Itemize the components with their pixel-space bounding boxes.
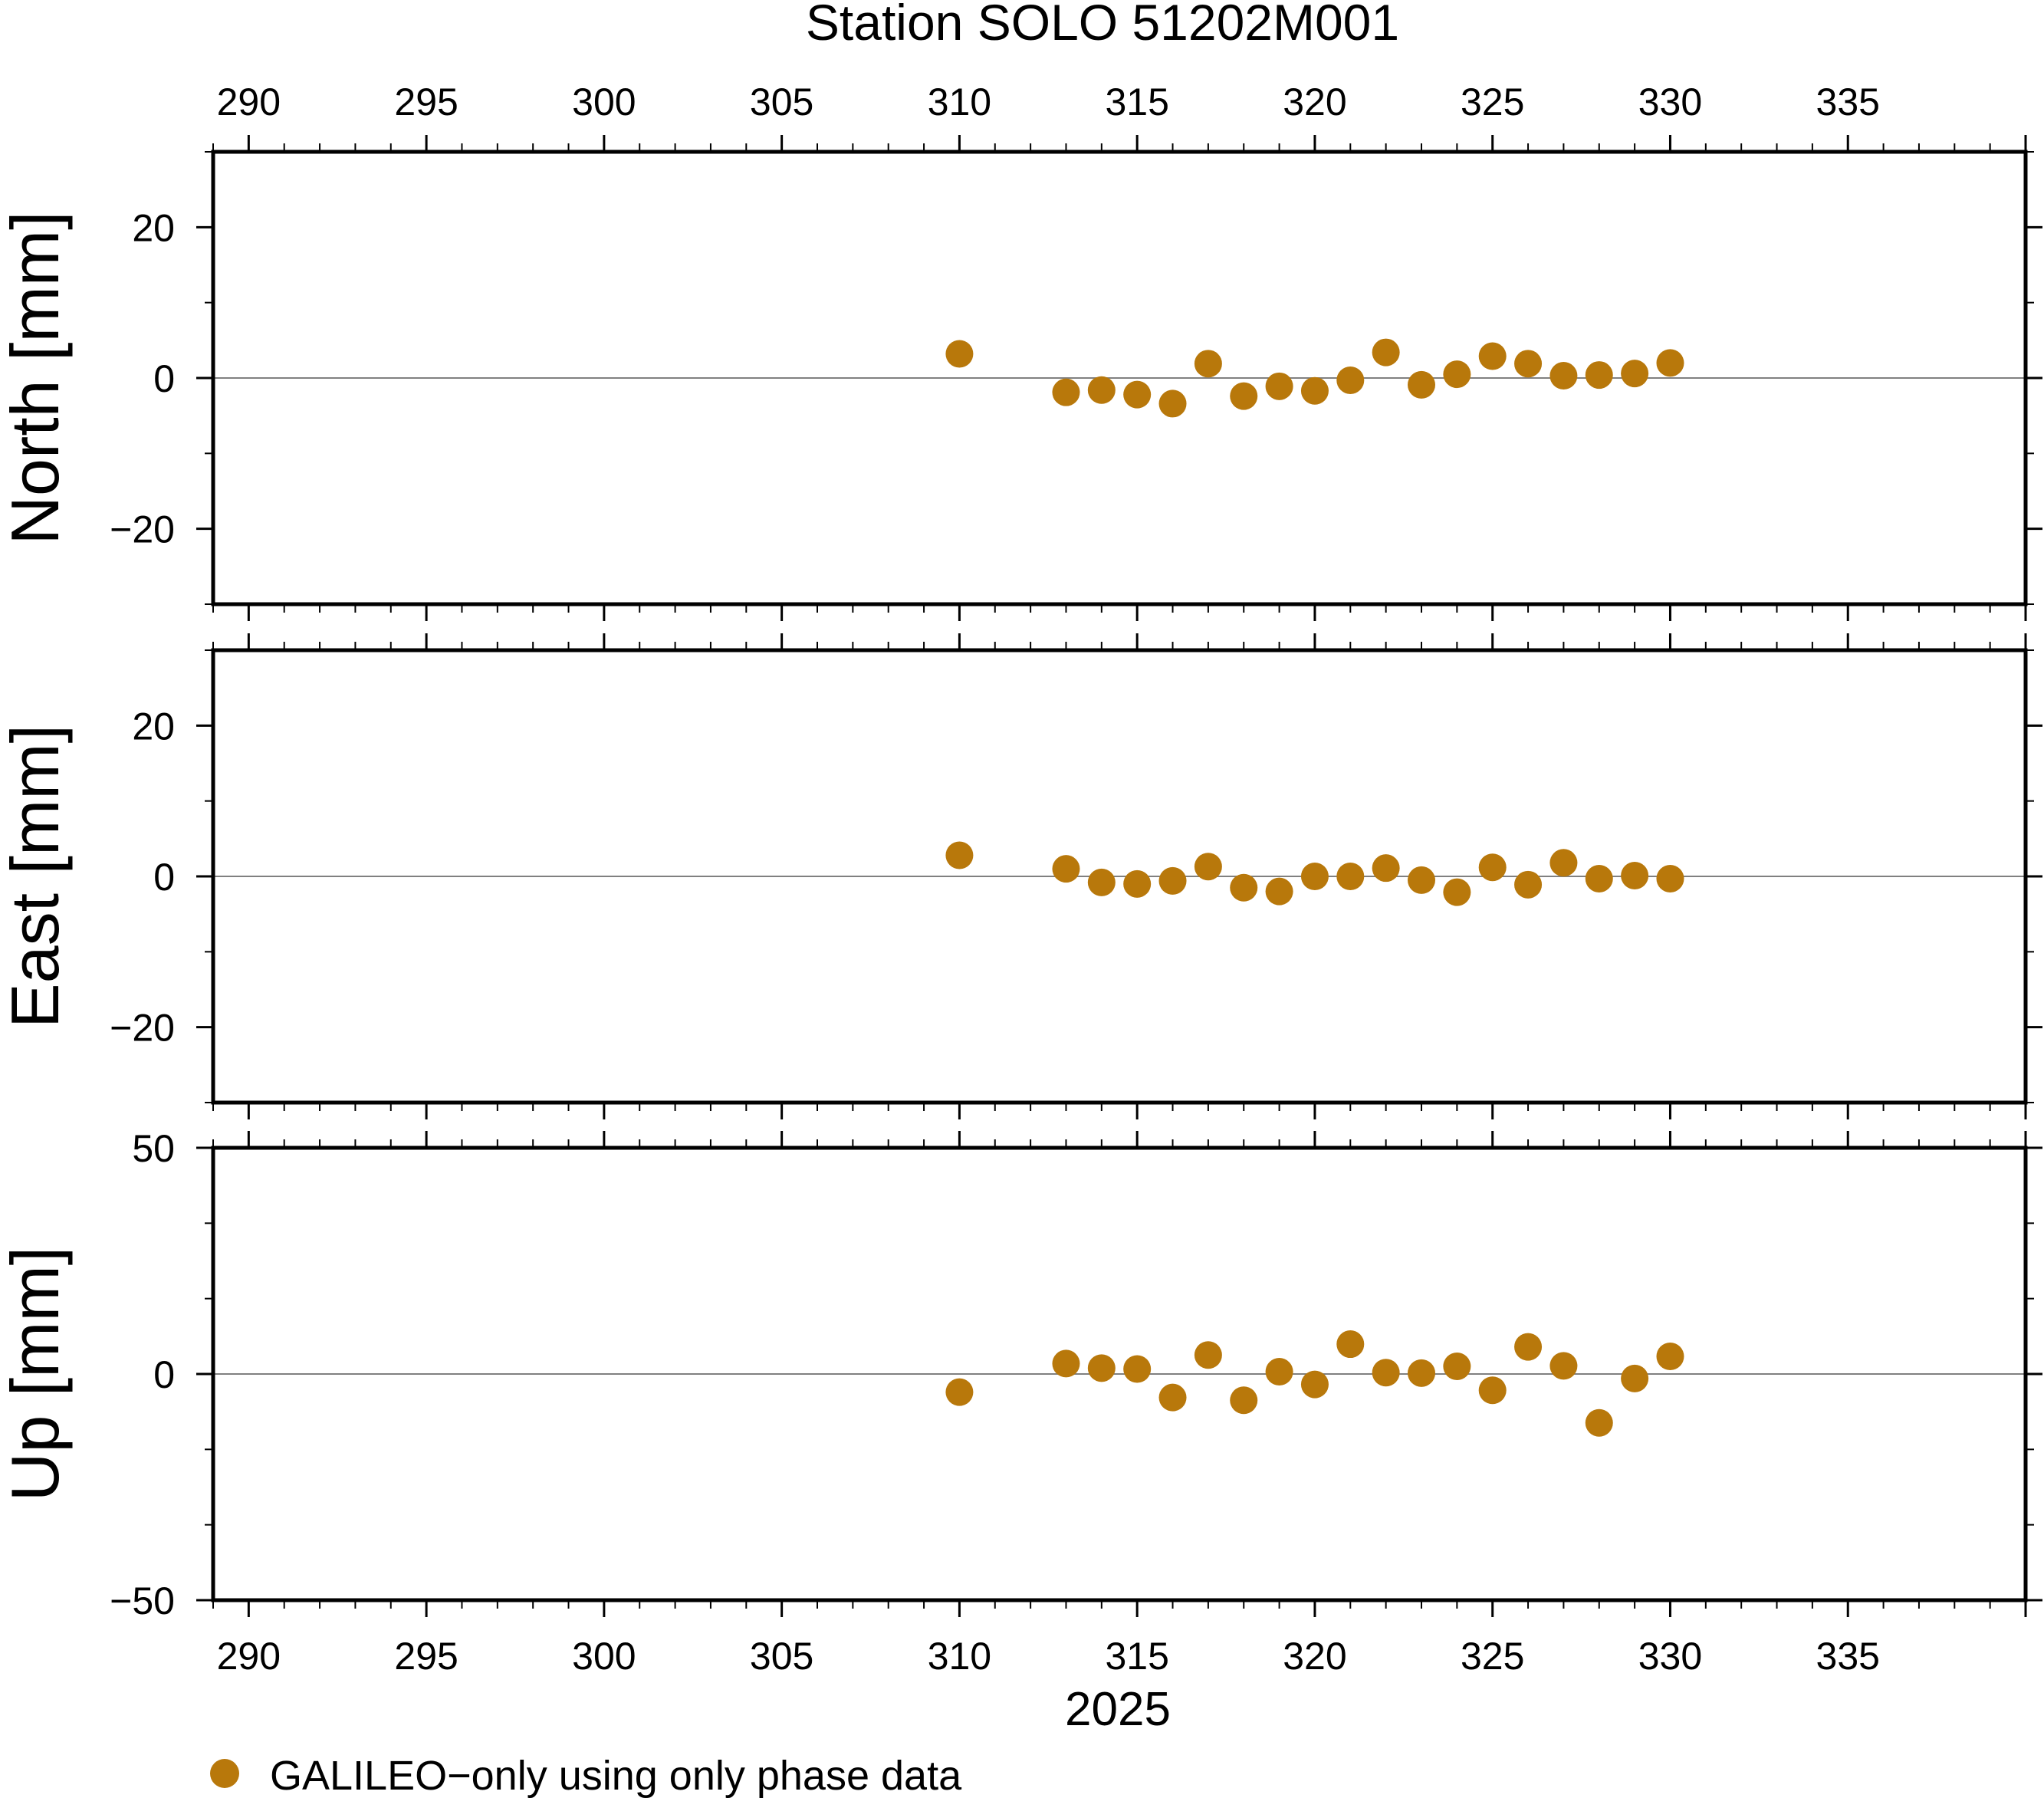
data-point [1621, 1364, 1649, 1392]
legend-label: GALILEO−only using only phase data [270, 1753, 962, 1798]
data-point [1621, 360, 1649, 388]
y-tick-label: 0 [153, 856, 175, 899]
x-tick-label-bottom: 305 [750, 1635, 813, 1678]
data-point [1123, 869, 1152, 898]
y-tick-label: 0 [153, 357, 175, 400]
x-tick-label-bottom: 310 [928, 1635, 991, 1678]
data-point [945, 340, 974, 368]
data-point [1230, 382, 1258, 410]
data-point [1158, 390, 1187, 418]
y-axis-label: Up [mm] [0, 1247, 73, 1501]
data-point [1336, 366, 1365, 394]
x-tick-label-top: 305 [750, 81, 813, 123]
x-tick-label-bottom: 330 [1638, 1635, 1702, 1678]
data-point [1194, 1341, 1222, 1369]
x-tick-label-top: 320 [1283, 81, 1346, 123]
data-point [1372, 854, 1400, 883]
data-point [1158, 866, 1187, 895]
data-point [1478, 1376, 1507, 1405]
plot-area: 290 295 300 305 310 315 320 325 330 335 290 295 300 3… [0, 81, 2042, 1678]
data-point [1408, 866, 1435, 894]
x-tick-label-top: 290 [217, 81, 281, 123]
x-tick-label-top: 310 [928, 81, 991, 123]
data-point [1549, 362, 1578, 390]
data-point [1549, 849, 1578, 877]
data-point [1265, 877, 1293, 906]
panel-frame [211, 150, 2028, 606]
data-point [1123, 380, 1152, 409]
y-tick-label: 0 [153, 1353, 175, 1396]
y-tick-label: −20 [110, 508, 175, 551]
x-tick-label-top: 315 [1105, 81, 1168, 123]
data-point [1372, 1359, 1400, 1387]
data-point [1300, 376, 1329, 405]
data-point [1514, 870, 1543, 899]
data-point [1087, 868, 1116, 896]
data-point [1408, 370, 1435, 399]
legend: GALILEO−only using only phase data [210, 1753, 962, 1798]
data-point [1265, 372, 1293, 400]
panel-frame [211, 1146, 2028, 1602]
x-tick-label-bottom: 295 [394, 1635, 458, 1678]
data-point [945, 1378, 974, 1406]
x-tick-label-bottom: 315 [1105, 1635, 1168, 1678]
data-point [1656, 864, 1684, 892]
y-axis-label: North [mm] [0, 211, 73, 544]
data-point [1514, 350, 1543, 378]
data-point [1265, 1358, 1293, 1386]
data-point [1300, 863, 1329, 890]
data-point [1052, 855, 1080, 883]
data-point [1336, 863, 1365, 890]
y-tick-label: −50 [110, 1579, 175, 1622]
data-point [1336, 1330, 1365, 1359]
data-point [1443, 878, 1471, 906]
data-point [1585, 361, 1613, 390]
x-tick-label-bottom: 300 [572, 1635, 636, 1678]
x-tick-label-top: 300 [572, 81, 636, 123]
data-point [1052, 378, 1080, 406]
legend-marker [210, 1759, 239, 1788]
data-point [1087, 376, 1116, 404]
y-axis-label: East [mm] [0, 725, 73, 1028]
data-point [1230, 1386, 1258, 1415]
data-point [1408, 1359, 1435, 1387]
data-point [1585, 864, 1613, 892]
data-point [1478, 342, 1507, 370]
data-point [1656, 1342, 1684, 1370]
data-point [1585, 1408, 1613, 1437]
y-tick-label: 50 [132, 1127, 175, 1170]
data-point [1621, 862, 1649, 890]
x-tick-label-top: 295 [394, 81, 458, 123]
data-point [1194, 853, 1222, 881]
x-tick-label-bottom: 335 [1816, 1635, 1880, 1678]
y-tick-label: 20 [132, 705, 175, 748]
data-point [1123, 1355, 1152, 1383]
data-point [1549, 1352, 1578, 1380]
panel-frame [211, 648, 2028, 1105]
x-tick-label-bottom: 325 [1461, 1635, 1524, 1678]
data-point [945, 841, 974, 869]
x-tick-label-top: 335 [1816, 81, 1880, 123]
data-point [1443, 360, 1471, 389]
data-point [1514, 1333, 1543, 1361]
data-point [1194, 350, 1222, 378]
data-point [1372, 338, 1400, 367]
data-point [1052, 1349, 1080, 1378]
x-tick-label-top: 330 [1638, 81, 1702, 123]
y-tick-label: 20 [132, 206, 175, 249]
x-tick-label-top: 325 [1461, 81, 1524, 123]
data-point [1443, 1352, 1471, 1380]
data-point [1230, 873, 1258, 902]
x-tick-label-bottom: 320 [1283, 1635, 1346, 1678]
data-point [1656, 349, 1684, 377]
data-point [1158, 1383, 1187, 1412]
chart-title: Station SOLO 51202M001 [806, 0, 1399, 51]
x-tick-label-bottom: 290 [217, 1635, 281, 1678]
data-point [1087, 1354, 1116, 1382]
x-axis-label: 2025 [1065, 1683, 1171, 1736]
y-tick-label: −20 [110, 1007, 175, 1050]
data-point [1478, 853, 1507, 882]
data-point [1300, 1370, 1329, 1399]
